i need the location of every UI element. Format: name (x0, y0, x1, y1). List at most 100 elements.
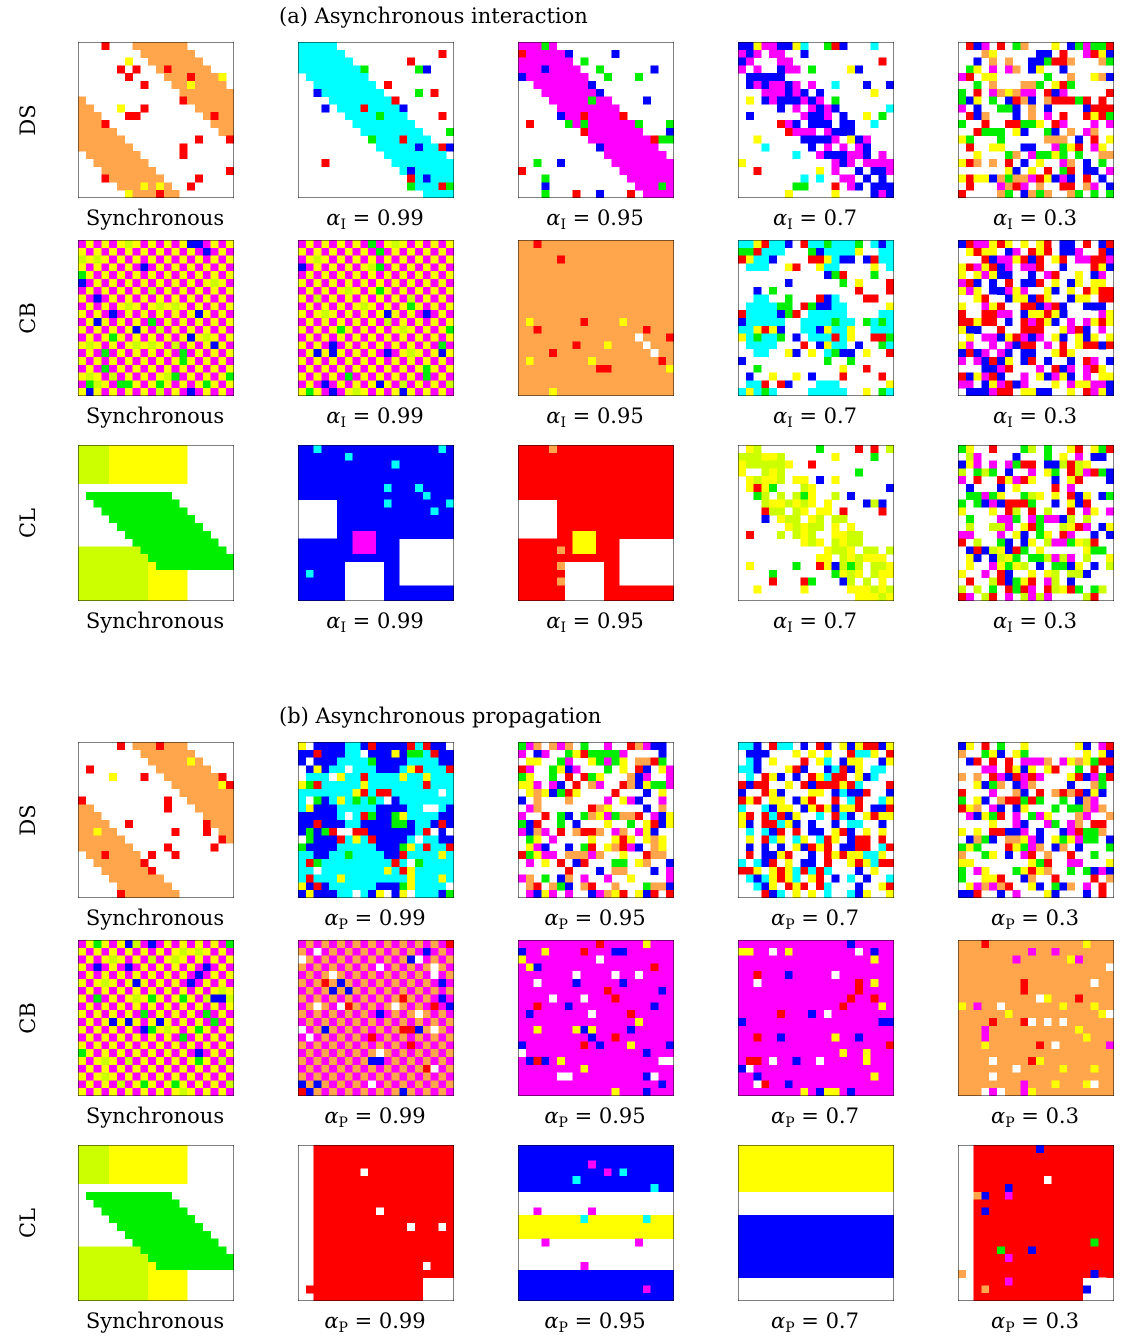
grid-cell (642, 781, 651, 789)
grid-cell (305, 882, 314, 891)
grid-cell (337, 569, 345, 578)
grid-cell (156, 42, 164, 50)
grid-cell (109, 585, 118, 594)
grid-cell (218, 294, 227, 303)
grid-cell (847, 135, 856, 144)
grid-cell (596, 286, 604, 295)
grid-cell (117, 859, 125, 867)
grid-cell (1028, 491, 1037, 500)
grid-cell (792, 523, 801, 531)
grid-cell (596, 325, 604, 334)
grid-cell (399, 859, 408, 867)
grid-cell (399, 255, 408, 264)
grid-cell (564, 372, 573, 381)
grid-cell (407, 843, 416, 852)
grid-cell (642, 742, 651, 750)
grid-cell (438, 286, 447, 295)
grid-cell (391, 159, 400, 167)
grid-cell (541, 546, 550, 555)
cell-grid (298, 742, 454, 898)
grid-cell (761, 325, 770, 334)
grid-cell (1090, 507, 1099, 516)
grid-cell (965, 302, 974, 311)
grid-cell (792, 341, 801, 350)
grid-cell (1075, 380, 1083, 389)
grid-cell (313, 333, 322, 342)
grid-cell (218, 325, 227, 334)
grid-cell (784, 263, 793, 272)
grid-cell (109, 279, 118, 287)
grid-cell (549, 882, 558, 891)
grid-cell (337, 73, 345, 82)
grid-cell (383, 484, 392, 492)
grid-cell (1043, 247, 1052, 256)
grid-cell (1075, 279, 1083, 287)
grid-cell (376, 804, 384, 813)
grid-cell (1012, 42, 1021, 50)
grid-cell (415, 349, 423, 358)
grid-cell (337, 788, 345, 797)
grid-cell (533, 341, 542, 350)
grid-cell (1036, 530, 1044, 539)
grid-cell (383, 302, 392, 311)
grid-cell (329, 73, 338, 82)
grid-cell (738, 460, 746, 469)
grid-cell (981, 127, 990, 136)
grid-cell (635, 143, 643, 152)
grid-cell (163, 357, 172, 365)
grid-cell (391, 279, 400, 287)
grid-cell (148, 538, 157, 547)
grid-cell (603, 796, 612, 805)
grid-cell (163, 279, 172, 287)
grid-cell (761, 460, 770, 469)
grid-cell (635, 796, 643, 805)
grid-cell (533, 554, 542, 563)
grid-cell (407, 341, 416, 350)
grid-cell (650, 240, 659, 248)
grid-cell (430, 491, 439, 500)
grid-cell (1106, 49, 1114, 58)
grid-cell (329, 42, 338, 50)
grid-cell (862, 357, 871, 365)
grid-cell (132, 530, 141, 539)
grid-cell (101, 240, 110, 248)
grid-cell (383, 562, 392, 570)
grid-cell (163, 302, 172, 311)
grid-cell (179, 57, 188, 66)
grid-cell (627, 318, 636, 326)
grid-cell (132, 333, 141, 342)
grid-cell (596, 484, 604, 492)
grid-cell (226, 120, 234, 128)
grid-cell (533, 491, 542, 500)
grid-cell (368, 820, 377, 828)
grid-cell (218, 781, 227, 789)
grid-cell (1051, 585, 1060, 594)
grid-cell (666, 310, 674, 319)
grid-cell (784, 240, 793, 248)
grid-cell (973, 96, 982, 105)
grid-cell (383, 515, 392, 524)
grid-cell (415, 796, 423, 805)
grid-cell (965, 523, 974, 531)
grid-cell (533, 325, 542, 334)
grid-cell (1043, 507, 1052, 516)
caption-subscript: I (560, 217, 566, 233)
grid-cell (878, 159, 887, 167)
grid-cell (564, 484, 573, 492)
grid-cell (549, 341, 558, 350)
grid-cell (761, 73, 770, 82)
grid-cell (611, 562, 620, 570)
grid-cell (997, 104, 1005, 113)
grid-cell (305, 460, 314, 469)
grid-cell (438, 372, 447, 381)
grid-cell (965, 279, 974, 287)
grid-cell (738, 372, 746, 381)
grid-cell (422, 182, 431, 191)
grid-cell (572, 765, 581, 774)
grid-cell (642, 325, 651, 334)
grid-cell (226, 247, 234, 256)
grid-cell (635, 499, 643, 508)
grid-cell (823, 143, 832, 152)
grid-cell (85, 468, 94, 477)
grid-cell (777, 499, 785, 508)
